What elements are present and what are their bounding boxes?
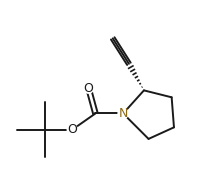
Text: N: N [118,107,127,120]
Text: O: O [67,123,77,136]
Ellipse shape [117,108,128,119]
Text: O: O [83,82,93,95]
Ellipse shape [67,125,77,135]
Ellipse shape [83,83,93,93]
